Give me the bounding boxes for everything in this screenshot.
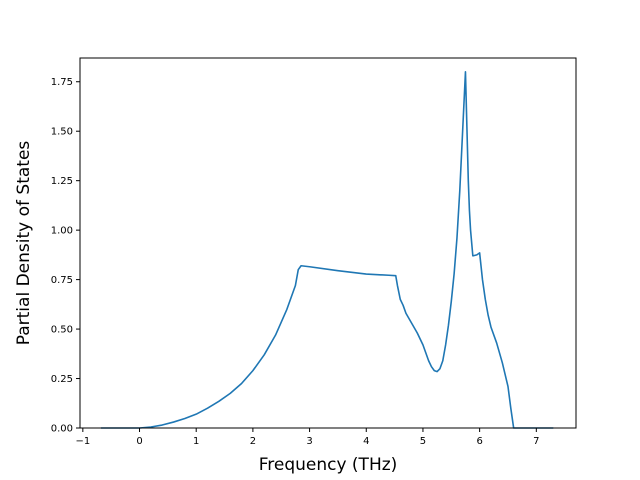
x-tick-label: 4 [363, 436, 369, 447]
x-tick-label: 5 [420, 436, 426, 447]
y-tick-label: 1.00 [51, 226, 73, 237]
x-axis: −1 0 1 2 3 4 5 6 7 [75, 428, 540, 447]
plot-area [80, 58, 576, 428]
y-tick-label: 1.25 [51, 176, 73, 187]
y-tick-label: 0.50 [51, 325, 73, 336]
x-tick-label: 6 [476, 436, 482, 447]
x-tick-label: 3 [306, 436, 312, 447]
x-tick-label: 1 [193, 436, 199, 447]
y-tick-label: 1.75 [51, 77, 73, 88]
y-tick-label: 1.50 [51, 127, 73, 138]
x-tick-label: 7 [533, 436, 539, 447]
x-axis-label: Frequency (THz) [259, 455, 398, 475]
plot-frame [79, 57, 577, 429]
y-tick-label: 0.00 [51, 424, 73, 435]
y-axis-label: Partial Density of States [14, 141, 34, 346]
y-tick-label: 0.25 [51, 374, 73, 385]
series-line [100, 71, 554, 429]
x-tick-label: 0 [136, 436, 142, 447]
data-layer [100, 71, 554, 429]
y-tick-label: 0.75 [51, 275, 73, 286]
y-axis: 0.00 0.25 0.50 0.75 1.00 1.25 1.50 1.75 [51, 77, 80, 435]
x-tick-label: 2 [250, 436, 256, 447]
x-tick-label: −1 [75, 436, 90, 447]
